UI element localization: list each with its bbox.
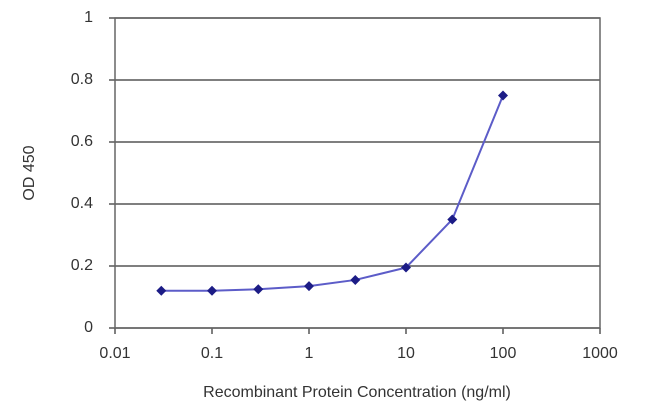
data-point (401, 262, 411, 273)
data-point (350, 274, 361, 285)
x-tick-label: 1000 (582, 345, 618, 362)
x-tick-label: 100 (490, 345, 517, 362)
data-point (447, 214, 458, 225)
y-tick-label: 0.6 (71, 133, 93, 150)
x-tick-label: 0.01 (99, 345, 130, 362)
data-point (498, 90, 508, 101)
y-tick-label: 0.8 (71, 71, 93, 88)
y-tick-label: 1 (84, 9, 93, 26)
y-axis-title: OD 450 (21, 145, 38, 200)
data-point (304, 281, 314, 292)
x-tick-label: 1 (305, 345, 314, 362)
data-point (207, 285, 217, 296)
data-point (253, 284, 264, 295)
y-tick-label: 0.4 (71, 195, 93, 212)
y-tick-label: 0 (84, 319, 93, 336)
data-point (156, 285, 167, 296)
x-tick-label: 0.1 (201, 345, 223, 362)
data-line (161, 95, 504, 292)
x-tick-label: 10 (397, 345, 415, 362)
y-tick-label: 0.2 (71, 257, 93, 274)
x-axis-title: Recombinant Protein Concentration (ng/ml… (203, 384, 511, 401)
plot-frame (114, 17, 601, 329)
